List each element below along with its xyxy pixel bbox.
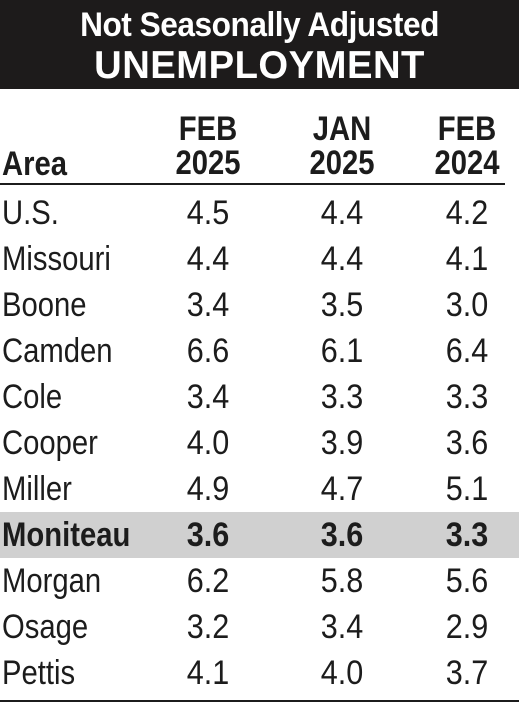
title-banner: Not Seasonally Adjusted UNEMPLOYMENT: [0, 0, 519, 89]
rate-jan2025: 4.4: [320, 240, 364, 278]
area-name: Osage: [2, 608, 89, 646]
rate-jan2025: 6.1: [320, 332, 364, 370]
rate-feb2024: 3.7: [445, 654, 489, 692]
header-divider: [0, 183, 505, 185]
rate-feb2024: 2.9: [445, 608, 489, 646]
table-row: Moniteau 3.6 3.6 3.3: [0, 512, 519, 558]
rate-feb2025: 4.4: [186, 240, 230, 278]
area-name: Camden: [2, 332, 113, 370]
bottom-divider: [0, 700, 519, 702]
rate-jan2025: 4.7: [320, 470, 364, 508]
rate-feb2024: 3.3: [445, 378, 489, 416]
rate-jan2025: 4.0: [320, 654, 364, 692]
area-name: Miller: [2, 470, 72, 508]
rate-feb2024: 5.1: [445, 470, 489, 508]
rate-jan2025: 3.5: [320, 286, 364, 324]
table-row: Morgan 6.2 5.8 5.6: [0, 558, 519, 604]
column-header-jan2025: JAN 2025: [299, 112, 385, 180]
column-header-month: FEB: [437, 110, 497, 148]
area-name: Moniteau: [2, 516, 131, 554]
table-row: Boone 3.4 3.5 3.0: [0, 282, 519, 328]
rate-jan2025: 5.8: [320, 562, 364, 600]
column-header-year: 2025: [309, 144, 375, 182]
rate-feb2024: 3.6: [445, 424, 489, 462]
rate-feb2025: 3.4: [186, 286, 230, 324]
table-row: Cole 3.4 3.3 3.3: [0, 374, 519, 420]
title-main: UNEMPLOYMENT: [94, 44, 425, 87]
rate-feb2025: 3.6: [186, 516, 230, 554]
area-name: Morgan: [2, 562, 102, 600]
rate-feb2025: 4.1: [186, 654, 230, 692]
area-name: U.S.: [2, 194, 59, 232]
rate-feb2024: 6.4: [445, 332, 489, 370]
rate-jan2025: 4.4: [320, 194, 364, 232]
rate-feb2025: 6.2: [186, 562, 230, 600]
rate-feb2025: 3.4: [186, 378, 230, 416]
column-header-area: Area: [2, 145, 68, 183]
rate-feb2025: 4.0: [186, 424, 230, 462]
column-header-year: 2025: [175, 144, 241, 182]
area-name: Cooper: [2, 424, 98, 462]
rate-feb2024: 3.0: [445, 286, 489, 324]
rate-feb2024: 4.1: [445, 240, 489, 278]
area-name: Missouri: [2, 240, 111, 278]
rate-feb2024: 3.3: [445, 516, 489, 554]
rate-feb2025: 3.2: [186, 608, 230, 646]
table-row: Missouri 4.4 4.4 4.1: [0, 236, 519, 282]
column-header-month: FEB: [178, 110, 238, 148]
rate-feb2025: 4.9: [186, 470, 230, 508]
area-name: Cole: [2, 378, 63, 416]
rate-jan2025: 3.9: [320, 424, 364, 462]
rate-feb2024: 5.6: [445, 562, 489, 600]
column-header-month: JAN: [312, 110, 372, 148]
rate-jan2025: 3.4: [320, 608, 364, 646]
table-row: Camden 6.6 6.1 6.4: [0, 328, 519, 374]
column-header-year: 2024: [434, 144, 500, 182]
area-name: Pettis: [2, 654, 76, 692]
table-row: Cooper 4.0 3.9 3.6: [0, 420, 519, 466]
rate-feb2024: 4.2: [445, 194, 489, 232]
rate-feb2025: 6.6: [186, 332, 230, 370]
rate-jan2025: 3.6: [320, 516, 364, 554]
table-row: Osage 3.2 3.4 2.9: [0, 604, 519, 650]
rate-feb2025: 4.5: [186, 194, 230, 232]
table-row: U.S. 4.5 4.4 4.2: [0, 190, 519, 236]
column-header-feb2024: FEB 2024: [424, 112, 510, 180]
title-subtitle: Not Seasonally Adjusted: [80, 6, 439, 44]
table-row: Miller 4.9 4.7 5.1: [0, 466, 519, 512]
area-name: Boone: [2, 286, 87, 324]
rate-jan2025: 3.3: [320, 378, 364, 416]
column-header-feb2025: FEB 2025: [165, 112, 251, 180]
table-row: Pettis 4.1 4.0 3.7: [0, 650, 519, 696]
